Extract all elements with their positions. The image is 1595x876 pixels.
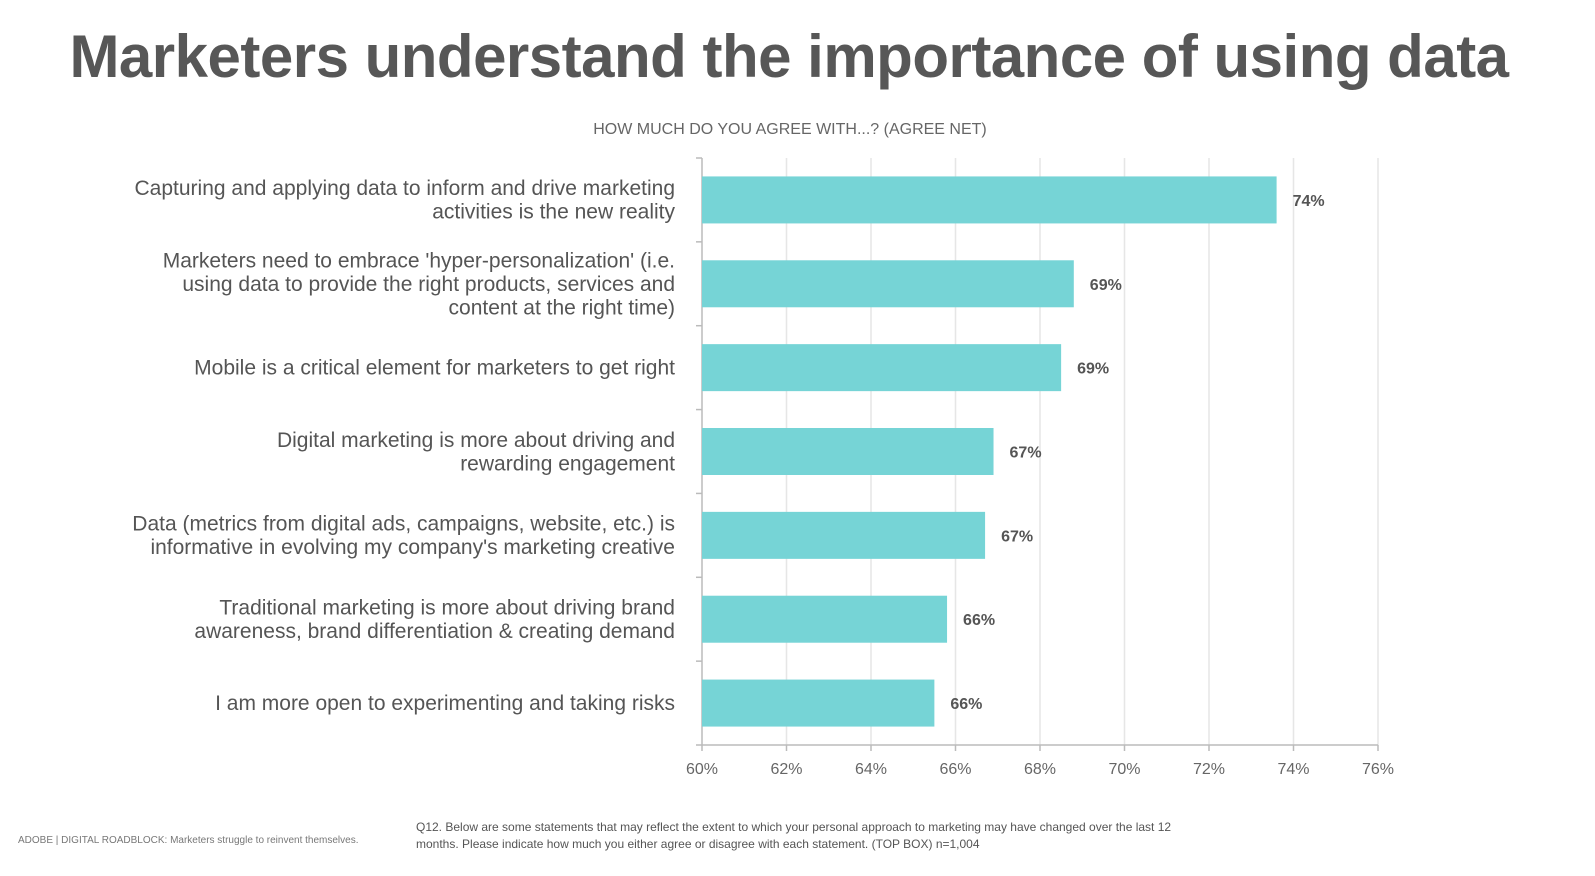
category-label: Capturing and applying data to inform an… (135, 177, 675, 200)
chart-title: HOW MUCH DO YOU AGREE WITH...? (AGREE NE… (593, 121, 987, 138)
category-label: Traditional marketing is more about driv… (219, 596, 675, 619)
x-tick-label: 68% (1024, 761, 1056, 778)
category-label: activities is the new reality (432, 201, 675, 224)
category-label: content at the right time) (449, 296, 675, 319)
bar (702, 595, 948, 643)
footer-note: Q12. Below are some statements that may … (416, 820, 1172, 851)
data-label: 66% (963, 612, 995, 629)
category-label: I am more open to experimenting and taki… (215, 692, 675, 715)
category-label: informative in evolving my company's mar… (150, 536, 675, 559)
x-tick-label: 72% (1193, 761, 1225, 778)
bar (702, 344, 1062, 392)
x-tick-label: 70% (1108, 761, 1140, 778)
category-label: awareness, brand differentiation & creat… (194, 620, 675, 643)
x-tick-label: 76% (1362, 761, 1394, 778)
category-label: Data (metrics from digital ads, campaign… (132, 513, 675, 536)
category-label: Marketers need to embrace 'hyper-persona… (163, 249, 675, 272)
data-label: 69% (1077, 361, 1109, 378)
data-label: 69% (1090, 277, 1122, 294)
x-tick-label: 60% (686, 761, 718, 778)
bar (702, 428, 994, 475)
footer-source: ADOBE | DIGITAL ROADBLOCK: Marketers str… (18, 835, 359, 846)
page-title: Marketers understand the importance of u… (69, 23, 1509, 90)
category-label: rewarding engagement (460, 452, 675, 475)
data-label: 67% (1001, 528, 1033, 545)
bar (702, 679, 935, 727)
data-label: 67% (1010, 445, 1042, 462)
x-tick-label: 66% (939, 761, 971, 778)
category-label: Mobile is a critical element for markete… (194, 357, 675, 380)
bar (702, 176, 1277, 224)
data-label: 66% (950, 696, 982, 713)
data-label: 74% (1293, 193, 1325, 210)
x-tick-label: 64% (855, 761, 887, 778)
bar (702, 260, 1074, 308)
category-label: Digital marketing is more about driving … (277, 429, 675, 452)
x-tick-label: 74% (1277, 761, 1309, 778)
bar (702, 511, 986, 559)
x-tick-label: 62% (770, 761, 802, 778)
category-label: using data to provide the right products… (182, 273, 675, 296)
